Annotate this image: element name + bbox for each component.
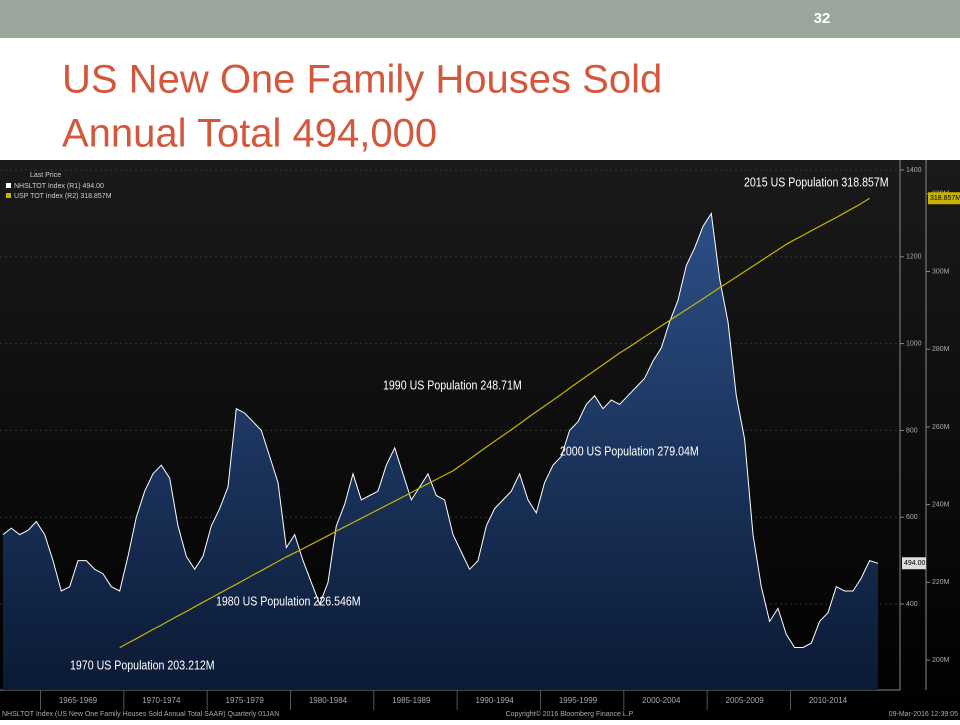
annotation: 1990 US Population 248.71M <box>383 379 522 393</box>
y2-tick-label: 240M <box>932 501 950 508</box>
x-tick-label: 2000-2004 <box>642 696 681 705</box>
y2-tick-label: 300M <box>932 268 950 275</box>
x-tick-label: 2010-2014 <box>809 696 848 705</box>
line <box>119 197 870 649</box>
y-tick-label: 1000 <box>906 340 922 347</box>
title: US New One Family Houses Sold <box>62 58 662 102</box>
last-value-label: 494.00 <box>904 560 926 567</box>
x-tick-label: 1965-1969 <box>59 696 98 705</box>
x-tick-label: 2005-2009 <box>726 696 765 705</box>
last-value-badge <box>928 192 960 205</box>
annotation: 2000 US Population 279.04M <box>560 445 699 459</box>
y-tick-label: 600 <box>906 514 918 521</box>
title: Annual Total 494,000 <box>62 112 437 156</box>
top-bar <box>0 0 960 38</box>
annotation: 1980 US Population 226.546M <box>216 595 361 609</box>
y-tick-label: 400 <box>906 601 918 608</box>
x-tick-label: 1990-1994 <box>476 696 515 705</box>
legend-title: Last Price <box>30 172 61 179</box>
y2-tick-label: 200M <box>932 657 950 664</box>
annotation: 1970 US Population 203.212M <box>70 659 215 673</box>
x-tick-label: 1995-1999 <box>559 696 598 705</box>
x-tick-label: 1970-1974 <box>142 696 181 705</box>
y-tick-label: 1200 <box>906 254 922 261</box>
y2-tick-label: 280M <box>932 346 950 353</box>
footer-text: 09-Mar-2016 12:39:05 <box>889 711 958 718</box>
area <box>3 213 878 690</box>
footer-text: NHSLTOT Index (US New One Family Houses … <box>2 711 279 718</box>
legend-swatch <box>6 183 11 188</box>
x-tick-label: 1975-1979 <box>226 696 265 705</box>
x-tick-label: 1980-1984 <box>309 696 348 705</box>
annotation: 2015 US Population 318.857M <box>744 176 889 190</box>
slide-number: 32 <box>814 10 831 27</box>
y-tick-label: 1400 <box>906 167 922 174</box>
last-value-label: 318.857M <box>930 195 960 202</box>
line <box>2 211 879 648</box>
legend-label: USP TOT Index (R2) 318.857M <box>14 193 112 200</box>
y2-tick-label: 260M <box>932 424 950 431</box>
y-tick-label: 800 <box>906 427 918 434</box>
y2-tick-label: 220M <box>932 579 950 586</box>
footer-text: Copyright© 2016 Bloomberg Finance L.P. <box>506 710 635 718</box>
legend-swatch <box>6 193 11 198</box>
x-tick-label: 1985-1989 <box>392 696 431 705</box>
legend-label: NHSLTOT Index (R1) 494.00 <box>14 183 104 190</box>
last-value-badge <box>902 557 926 570</box>
